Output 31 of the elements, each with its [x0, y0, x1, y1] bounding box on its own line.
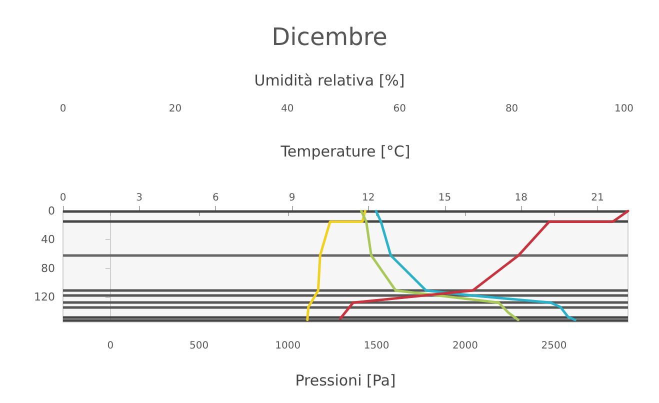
- text: Umidità relativa [%]: [254, 72, 405, 90]
- y-tick-label: 80: [41, 262, 55, 275]
- x2-tick-label: 0: [60, 192, 66, 204]
- text: 100: [614, 104, 634, 114]
- x-tick-label: 1000: [275, 340, 301, 352]
- text: 20: [168, 104, 182, 114]
- x2-tick-label: 18: [514, 192, 528, 204]
- line-series: [306, 210, 366, 322]
- x-tick-label: 500: [190, 340, 209, 352]
- x2-axis-title: Temperature [°C]: [280, 142, 410, 160]
- x2-tick-label: 12: [362, 192, 375, 204]
- text: 40: [281, 104, 294, 114]
- line-series: [360, 210, 520, 322]
- y-tick-label: 120: [34, 290, 55, 304]
- x-tick-label: 2500: [541, 340, 567, 352]
- x-tick-label: 0: [107, 340, 114, 352]
- chart-title: Dicembre: [272, 23, 388, 51]
- text: 80: [505, 104, 518, 114]
- y-tick-label: 0: [48, 204, 55, 218]
- x2-tick-label: 15: [438, 192, 452, 204]
- x2-tick-label: 9: [288, 192, 296, 204]
- x-tick-label: 2000: [452, 340, 478, 352]
- x-axis-title: Pressioni [Pa]: [295, 372, 396, 390]
- x-tick-label: 1500: [364, 340, 390, 352]
- x2-tick-label: 6: [212, 192, 219, 204]
- x2-tick-label: 3: [136, 192, 143, 204]
- y-tick-label: 40: [41, 233, 55, 246]
- text: 60: [393, 104, 406, 114]
- x2-tick-label: 21: [591, 192, 604, 204]
- text: 0: [60, 104, 66, 114]
- line-series: [374, 210, 576, 322]
